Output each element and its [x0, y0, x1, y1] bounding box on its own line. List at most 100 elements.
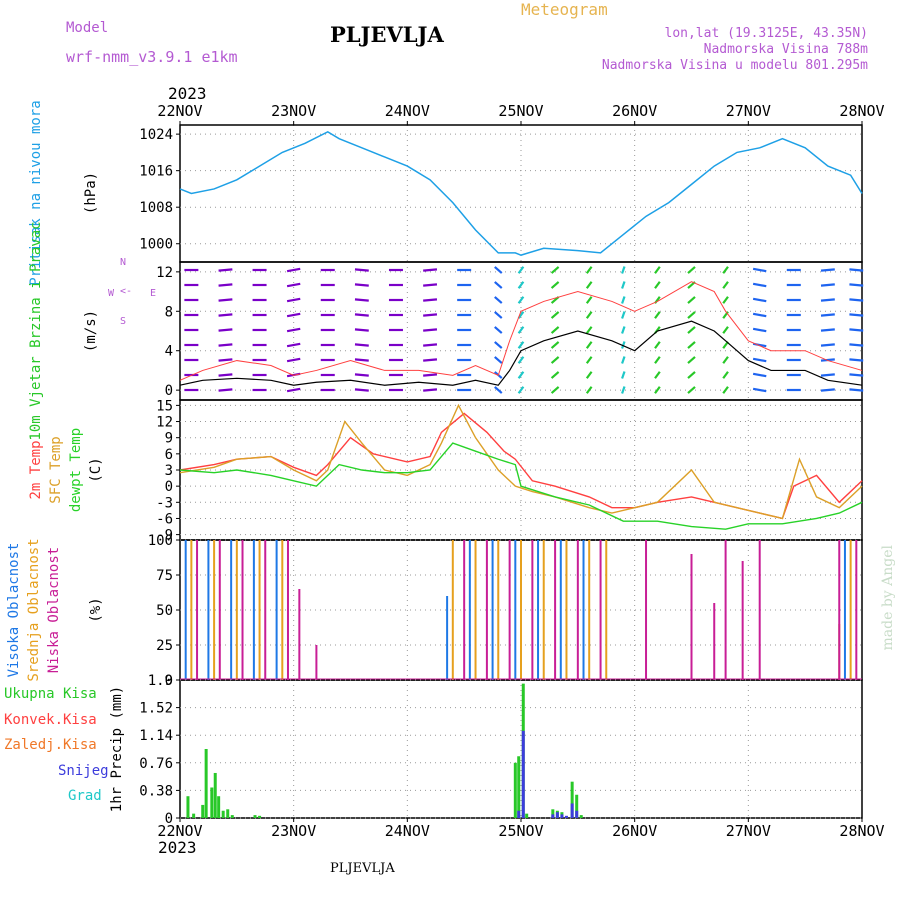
wind-barb [722, 326, 729, 334]
wind-barb [849, 373, 864, 377]
header-altitude: Nadmorska Visina 788m [703, 42, 868, 57]
wind-barb [354, 283, 369, 287]
wind-barb [820, 298, 835, 302]
y-tick-label: 0 [165, 673, 173, 689]
precip-bar [221, 810, 225, 818]
y-tick-label: 1024 [139, 127, 173, 143]
precip-bar [213, 772, 217, 818]
wind-barb [585, 356, 593, 364]
y-tick-label: 6 [165, 447, 173, 463]
wind-speed-line [179, 320, 863, 386]
wind-barb [286, 267, 301, 273]
wind-barb [849, 388, 864, 392]
wind-barb [494, 266, 503, 274]
wind-barb [654, 371, 661, 379]
precip-bar [192, 813, 196, 818]
wind-barb [820, 313, 835, 317]
wind-barb [820, 343, 835, 347]
wind-barb [722, 356, 729, 364]
wind-barb [494, 356, 503, 364]
temp-line-1 [179, 403, 863, 520]
y-tick-label: -3 [156, 495, 173, 511]
wind-barb [354, 388, 369, 392]
wind-barb [849, 268, 864, 272]
wind-barb [621, 296, 626, 304]
wind-barb [218, 268, 233, 272]
precip-legend-1: Konvek.Kisa [4, 712, 97, 728]
wind-barb [654, 311, 661, 319]
wind-barb [218, 388, 233, 392]
wind-barb [752, 267, 767, 273]
x-tick-label-top: 23NOV [271, 102, 316, 120]
compass-n: N [120, 257, 126, 268]
wind-barb [820, 373, 835, 377]
y-tick-label: 15 [156, 398, 173, 414]
wind-barb [286, 327, 301, 333]
wind-barb [550, 281, 560, 289]
wind-barb [517, 296, 525, 304]
wind-barb [286, 342, 301, 348]
wind-barb [423, 298, 438, 302]
wind-barb [354, 373, 369, 377]
y-tick-label: 75 [156, 568, 173, 584]
y-tick-label: 0.38 [139, 783, 173, 799]
wind-barb [722, 386, 729, 394]
wind-barb [354, 268, 369, 272]
wind-barb [218, 298, 233, 302]
wind-barb [585, 281, 593, 289]
wind-barb [752, 282, 767, 288]
header-model-altitude: Nadmorska Visina u modelu 801.295m [601, 58, 868, 73]
precip-bar [517, 756, 521, 818]
x-tick-label-top: 22NOV [157, 102, 202, 120]
compass-e: E [150, 288, 156, 299]
wind-barb [494, 326, 503, 334]
precip-bar [575, 794, 579, 818]
wind-barb [752, 297, 767, 303]
precip-bar [564, 815, 568, 818]
y-tick-label: 1.52 [139, 701, 173, 717]
y-tick-label: 1.9 [148, 673, 173, 689]
y-tick-label: 0.76 [139, 756, 173, 772]
wind-barb [621, 311, 626, 319]
x-tick-label-top: 24NOV [385, 102, 430, 120]
y-tick-label: 1008 [139, 200, 173, 216]
x-tick-label-bottom: 27NOV [726, 822, 771, 840]
wind-gust-line [179, 281, 863, 381]
y-tick-label: -9 [156, 528, 173, 544]
precip-bar [555, 812, 559, 818]
wind-barb [820, 388, 835, 392]
wind-barb [585, 266, 593, 274]
wind-barb [494, 341, 503, 349]
precip-axis-label: 1hr Precip (mm) [109, 686, 125, 812]
wind-barb [752, 312, 767, 318]
precip-legend-4: Grad [68, 788, 102, 804]
wind-barb [654, 356, 661, 364]
wind-barb [722, 281, 729, 289]
pressure-line [179, 130, 863, 256]
wind-barb [849, 358, 864, 362]
wind-barb [621, 281, 626, 289]
y-tick-label: 1.14 [139, 728, 173, 744]
year-label-top: 2023 [168, 84, 207, 103]
x-tick-label-top: 25NOV [498, 102, 543, 120]
x-tick-label-bottom: 22NOV [157, 822, 202, 840]
wind-barb [550, 266, 560, 274]
y-tick-label: -6 [156, 511, 173, 527]
wind-barb [687, 356, 696, 364]
wind-barb [687, 326, 696, 334]
precip-bar [551, 809, 555, 818]
wind-barb [517, 371, 525, 379]
wind-barb [687, 296, 696, 304]
wind-barb [517, 266, 525, 274]
wind-barb [820, 283, 835, 287]
precip-bar [210, 787, 214, 818]
wind-barb [654, 281, 661, 289]
precip-bar [525, 813, 529, 818]
temp-line-2 [179, 442, 863, 530]
pressure-unit-label: (hPa) [83, 172, 99, 214]
precip-bar [253, 815, 257, 818]
precip-bar [517, 810, 521, 818]
wind-barb [550, 356, 560, 364]
y-tick-label: 0 [165, 811, 173, 827]
